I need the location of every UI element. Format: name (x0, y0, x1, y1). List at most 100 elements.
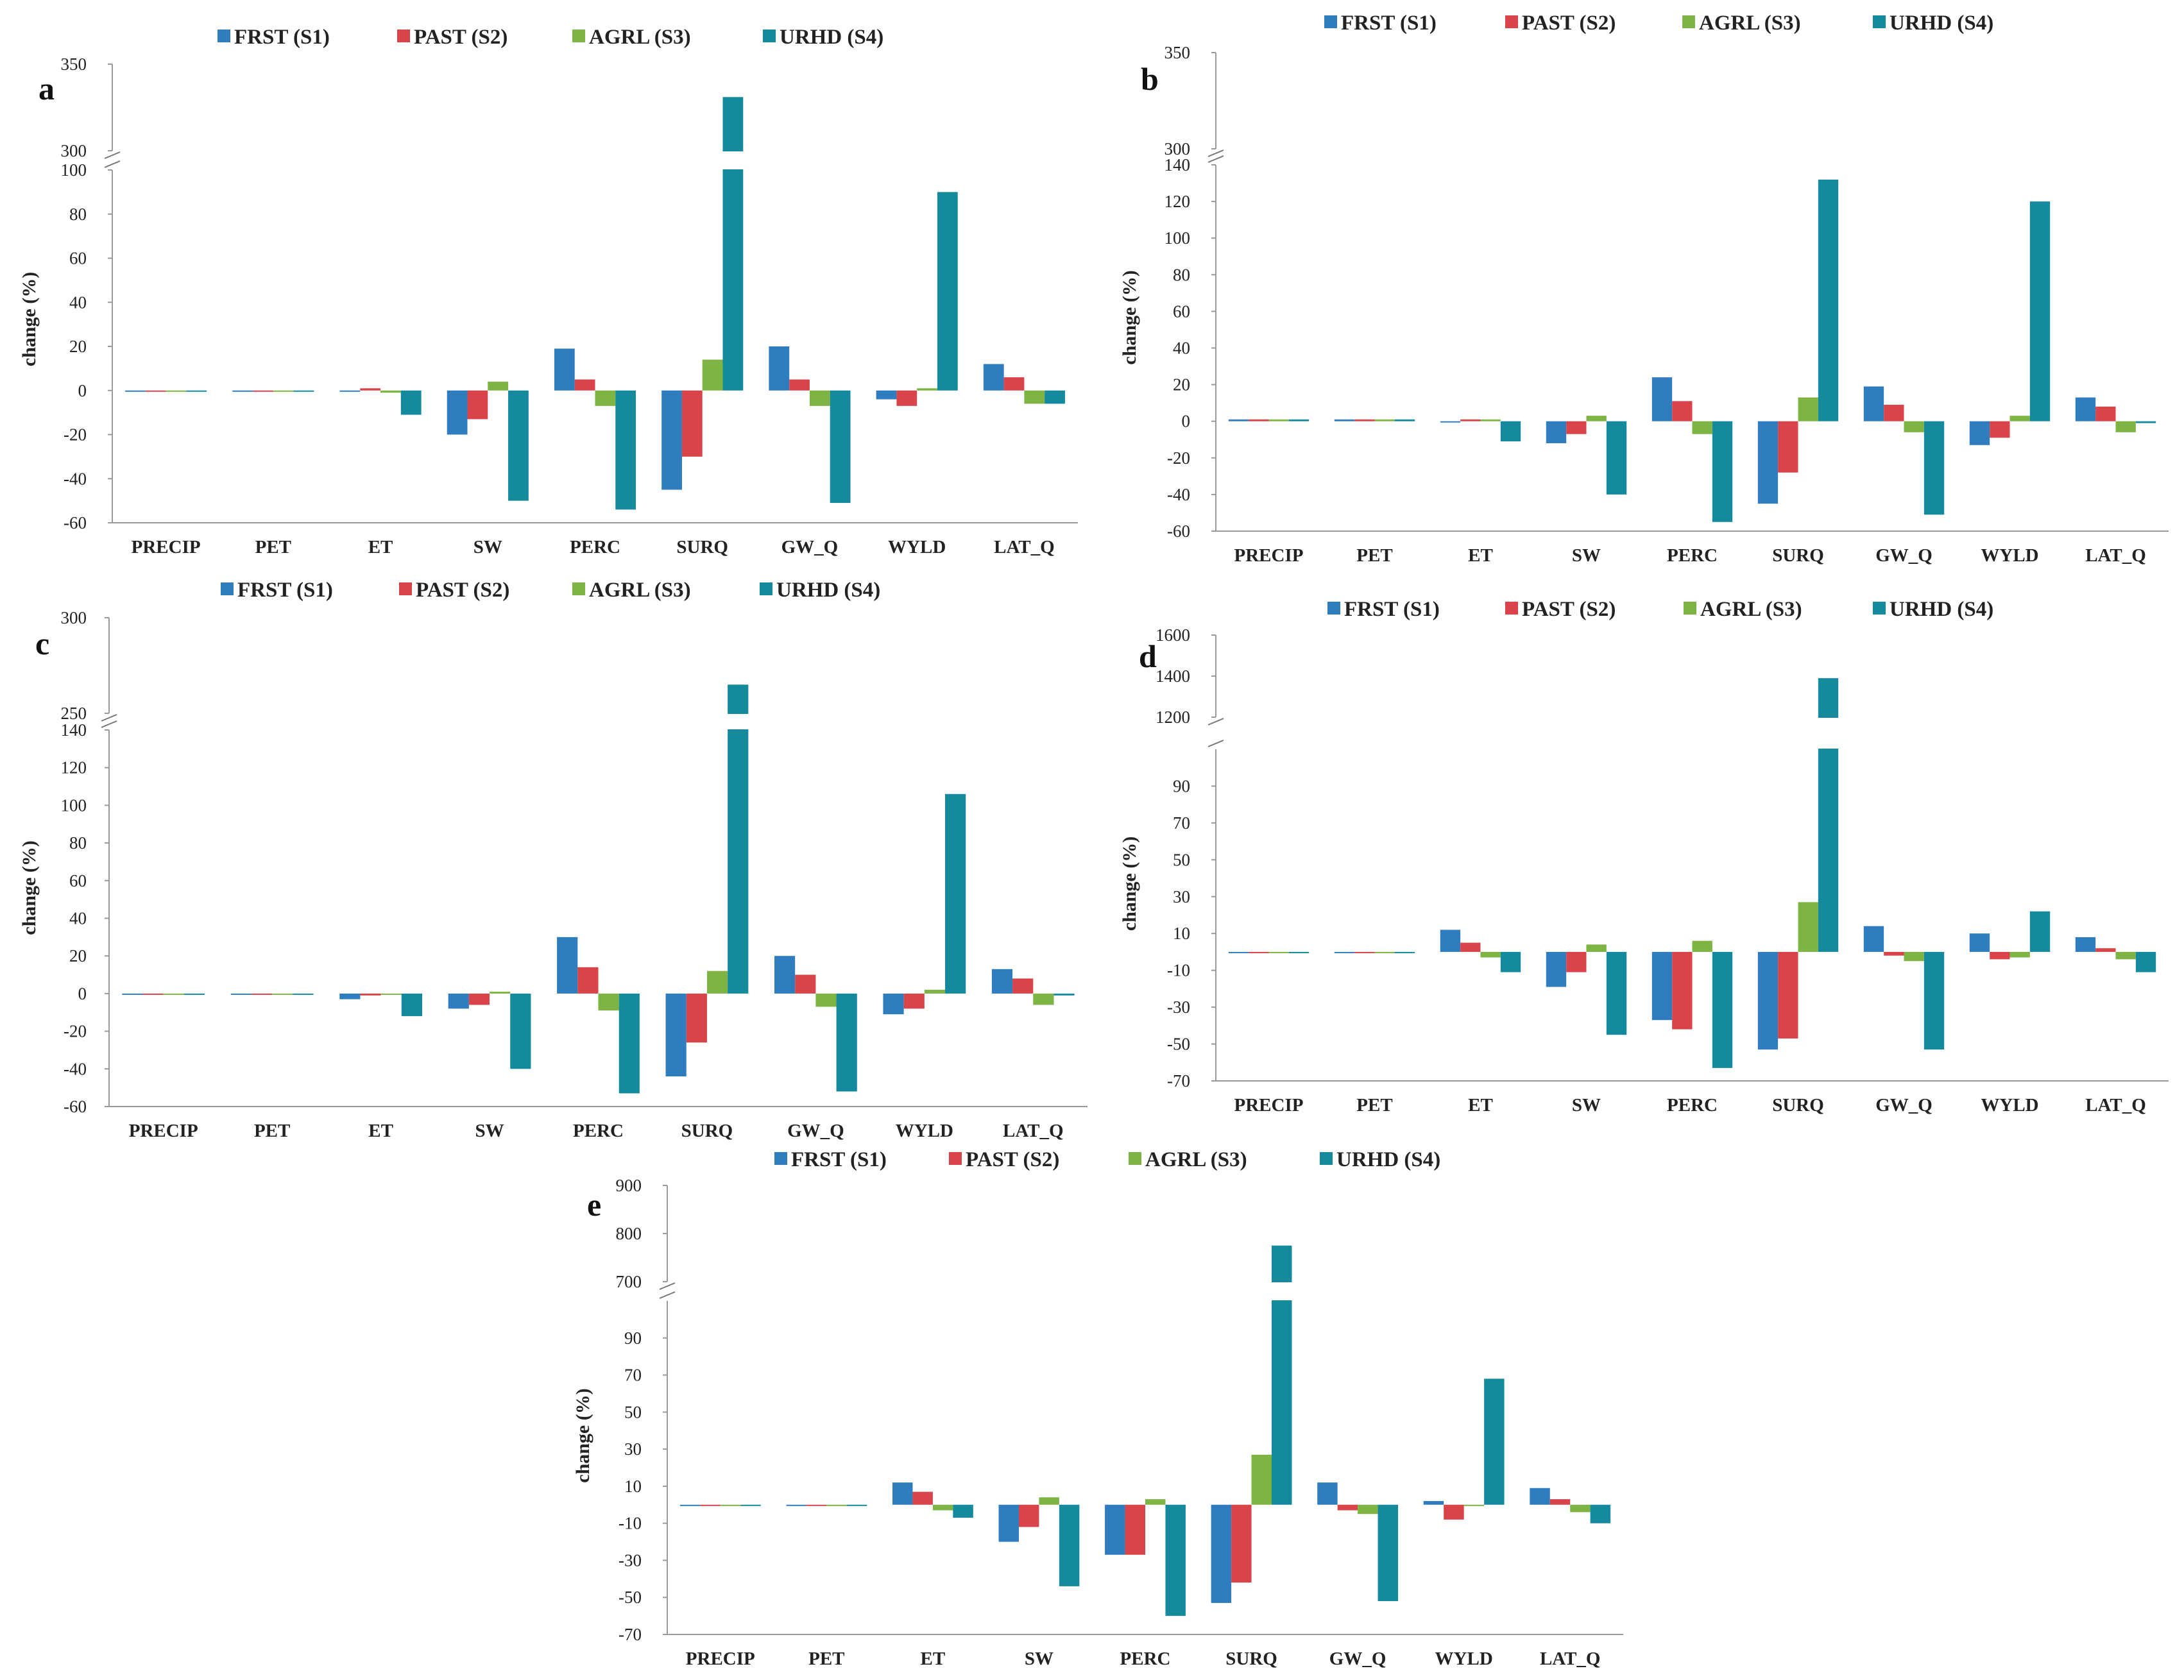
bar-urhd-precip (1288, 419, 1310, 421)
bar-frst-precip (122, 993, 143, 995)
y-tick-label: 120 (61, 758, 87, 777)
bar-urhd-perc (1165, 1504, 1186, 1616)
x-tick-label: WYLD (896, 1121, 953, 1141)
legend-item-urhd: URHD (S4) (780, 26, 883, 49)
bar-agrl-precip (163, 993, 184, 995)
panel-label: d (1139, 638, 1157, 674)
legend-item-past: PAST (S2) (414, 26, 508, 49)
bar-frst-perc (1651, 377, 1673, 421)
bar-urhd-precip (740, 1504, 761, 1506)
bar-frst-gw_q (1863, 386, 1884, 421)
bar-break-gap (1270, 1282, 1293, 1300)
bar-frst-wyld (883, 993, 904, 1015)
x-tick-label: PERC (1120, 1649, 1171, 1669)
legend-swatch-urhd (1873, 15, 1886, 28)
x-tick-label: SW (1572, 1095, 1601, 1116)
bar-past-gw_q (789, 379, 810, 391)
bar-agrl-perc (595, 390, 616, 406)
legend-swatch-urhd (760, 582, 772, 595)
bar-frst-sw (448, 993, 469, 1009)
x-tick-label: WYLD (888, 537, 946, 557)
bar-urhd-gw_q (1378, 1504, 1399, 1601)
y-tick-label: 700 (616, 1272, 642, 1291)
bar-urhd-surq (722, 97, 744, 391)
y-tick-label: 60 (1173, 301, 1190, 321)
legend-swatch-past (1505, 15, 1518, 28)
bar-agrl-wyld (2009, 951, 2030, 958)
bar-urhd-perc (619, 993, 640, 1094)
x-tick-label: PRECIP (686, 1649, 755, 1669)
bar-past-pet (1354, 419, 1375, 421)
axis-break-mark (1207, 718, 1224, 747)
y-tick-label: 60 (69, 249, 87, 268)
bar-past-perc (577, 967, 599, 994)
y-tick-label: 60 (69, 871, 87, 890)
bar-frst-lat_q (991, 969, 1013, 994)
bar-break-gap (726, 714, 750, 729)
y-tick-label: -20 (1167, 448, 1190, 468)
bar-frst-perc (557, 937, 578, 994)
y-tick-label: 50 (624, 1402, 642, 1421)
bar-frst-sw (998, 1504, 1019, 1542)
y-tick-label: 70 (1173, 813, 1190, 833)
legend-item-urhd: URHD (S4) (1336, 1148, 1440, 1171)
y-tick-label: 250 (61, 704, 87, 723)
y-tick-label: 100 (61, 160, 87, 180)
bar-past-et (1460, 942, 1481, 952)
bar-agrl-sw (1586, 944, 1607, 952)
x-tick-label: PET (254, 1121, 290, 1141)
x-tick-label: WYLD (1981, 545, 2038, 566)
bar-frst-et (339, 390, 361, 392)
bar-past-wyld (896, 390, 917, 406)
bar-urhd-sw (1606, 421, 1627, 495)
y-tick-label: 350 (61, 55, 87, 74)
x-tick-label: GW_Q (1875, 545, 1932, 566)
y-tick-label: 90 (1173, 776, 1190, 795)
bar-urhd-gw_q (1924, 421, 1945, 515)
bar-past-surq (1778, 421, 1798, 473)
y-tick-label: 20 (1173, 375, 1190, 395)
y-tick-label: 80 (1173, 265, 1190, 284)
y-tick-label: 100 (61, 795, 87, 815)
y-tick-label: 0 (78, 984, 87, 1003)
legend-swatch-frst (1324, 15, 1337, 28)
y-tick-label: -50 (1167, 1035, 1190, 1054)
y-axis-label: change (%) (1119, 836, 1140, 931)
bar-agrl-pet (826, 1504, 847, 1506)
y-tick-label: 20 (69, 337, 87, 356)
y-tick-label: 300 (61, 141, 87, 160)
bar-past-precip (1249, 419, 1269, 421)
bar-frst-et (1440, 421, 1461, 423)
bar-frst-sw (1546, 951, 1567, 987)
bar-past-sw (1566, 951, 1587, 972)
bar-urhd-pet (1394, 951, 1415, 953)
bar-past-perc (1672, 401, 1693, 421)
bar-frst-surq (1757, 951, 1779, 1050)
chart-panel-e: e FRST (S1) PAST (S2) AGRL (S3) URHD (S4) -70… (572, 1148, 1623, 1669)
bar-urhd-et (1500, 421, 1521, 442)
bar-agrl-sw (488, 382, 509, 391)
x-tick-label: PRECIP (1234, 1095, 1304, 1116)
bar-urhd-wyld (2029, 911, 2051, 952)
y-tick-label: 30 (1173, 887, 1190, 906)
x-tick-label: ET (1468, 545, 1493, 566)
y-axis-label: change (%) (19, 272, 40, 366)
bar-urhd-pet (1394, 419, 1415, 421)
y-tick-label: 900 (616, 1176, 642, 1195)
bar-frst-pet (230, 993, 252, 995)
bar-past-sw (1018, 1504, 1039, 1527)
bar-agrl-et (380, 993, 402, 995)
bar-break-gap (1816, 718, 1840, 749)
bar-agrl-pet (1374, 951, 1395, 953)
y-tick-label: 800 (616, 1224, 642, 1243)
bar-past-precip (700, 1504, 721, 1506)
y-tick-label: 40 (1173, 339, 1190, 358)
x-tick-label: GW_Q (1875, 1095, 1932, 1116)
bar-urhd-gw_q (836, 993, 857, 1092)
bar-frst-gw_q (769, 346, 790, 391)
bar-frst-pet (1334, 951, 1355, 953)
bar-past-lat_q (1549, 1499, 1571, 1505)
bar-agrl-precip (720, 1504, 741, 1506)
bar-break-gap (721, 151, 745, 169)
bar-past-wyld (1990, 951, 2010, 960)
